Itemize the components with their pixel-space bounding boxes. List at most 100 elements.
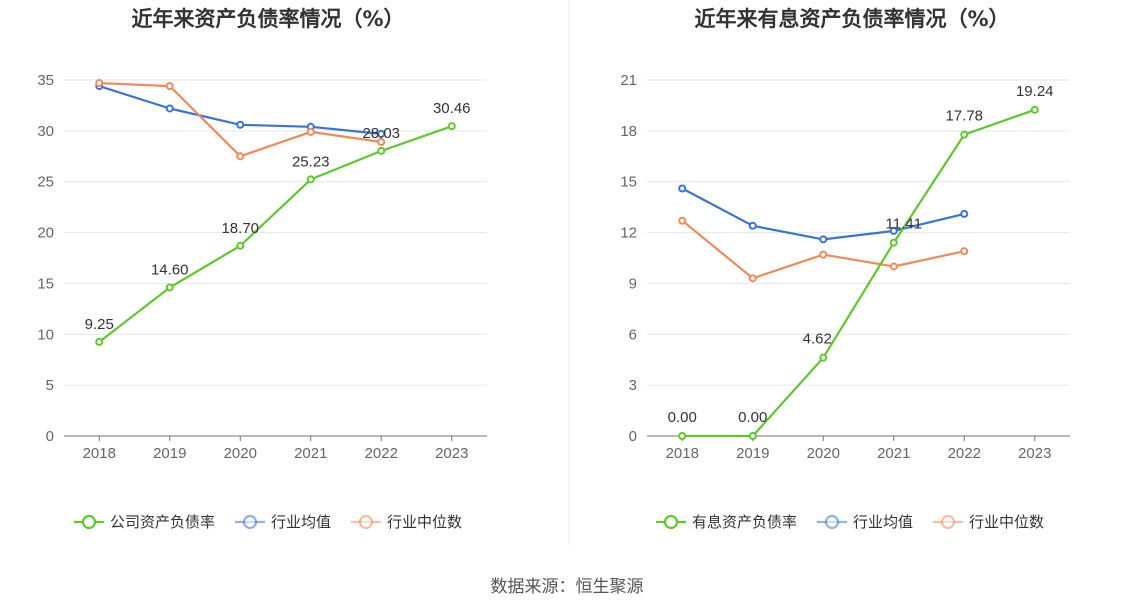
data-point	[889, 238, 898, 247]
x-tick-label: 2022	[365, 445, 398, 462]
data-point	[165, 283, 174, 292]
data-point	[236, 120, 245, 129]
data-label: 11.41	[886, 216, 922, 233]
data-label: 17.78	[945, 108, 983, 125]
data-point	[95, 79, 104, 88]
y-tick-label: 25	[37, 174, 54, 191]
y-tick-label: 6	[629, 326, 637, 343]
data-point	[748, 432, 757, 440]
series-line	[681, 219, 965, 280]
legend-label: 公司资产负债率	[110, 513, 215, 531]
legend-label: 行业中位数	[387, 513, 462, 531]
x-tick-label: 2019	[153, 445, 186, 462]
data-point	[960, 130, 969, 139]
data-point	[236, 241, 245, 250]
y-tick-label: 15	[37, 275, 54, 292]
y-tick-label: 0	[629, 428, 637, 445]
data-point	[819, 353, 828, 362]
y-tick-label: 20	[37, 225, 54, 242]
data-point	[748, 274, 757, 283]
data-label: 30.46	[433, 100, 471, 117]
x-tick-label: 2021	[294, 445, 327, 462]
legend-item[interactable]: 行业中位数	[933, 513, 1044, 531]
chart-interest-debt-ratio: 近年来有息资产负债率情况（%） 0 3 6 9 12 15 18 21 2018 2019 2020 2…	[620, 7, 1070, 531]
data-label: 14.60	[151, 261, 189, 278]
data-point	[306, 127, 315, 136]
y-tick-label: 5	[46, 377, 54, 394]
data-point	[748, 221, 757, 230]
data-point	[889, 226, 898, 235]
x-tick-label: 2019	[736, 445, 769, 462]
legend-circle-marker	[940, 514, 956, 530]
legend-label: 有息资产负债率	[692, 513, 797, 531]
legend-label: 行业中位数	[969, 513, 1044, 531]
data-point	[165, 104, 174, 113]
data-point	[678, 216, 687, 225]
data-label: 28.03	[362, 125, 400, 142]
y-tick-label: 21	[620, 72, 637, 89]
y-tick-label: 0	[46, 428, 54, 445]
legend-item[interactable]: 有息资产负债率	[656, 513, 797, 531]
data-label: 19.24	[1016, 83, 1054, 100]
data-point	[377, 146, 386, 155]
data-label: 0.00	[668, 409, 697, 426]
legend-label: 行业均值	[271, 513, 331, 531]
legend-item[interactable]: 行业均值	[235, 513, 331, 531]
data-point	[377, 129, 386, 138]
chart-debt-ratio: 近年来资产负债率情况（%） 0 5 10 15 20 25 30 35 2018 2019 2020 2…	[37, 7, 487, 531]
data-point	[306, 175, 315, 184]
data-label: 0.00	[738, 409, 767, 426]
data-label: 4.62	[803, 331, 832, 348]
data-point	[819, 250, 828, 259]
legend-item[interactable]: 公司资产负债率	[74, 513, 215, 531]
y-tick-label: 18	[620, 123, 637, 140]
data-point	[819, 235, 828, 244]
data-point	[95, 337, 104, 346]
data-point	[447, 122, 456, 131]
x-tick-label: 2018	[666, 445, 699, 462]
legend-circle-marker	[358, 514, 374, 530]
series-line	[681, 187, 965, 241]
x-tick-label: 2020	[224, 445, 257, 462]
data-point	[678, 432, 687, 440]
data-label: 9.25	[85, 316, 114, 333]
data-point	[236, 152, 245, 161]
x-tick-label: 2022	[948, 445, 981, 462]
y-tick-label: 10	[37, 326, 54, 343]
data-point	[377, 138, 386, 147]
series-line	[98, 125, 453, 343]
legend-item[interactable]: 行业均值	[817, 513, 913, 531]
y-tick-label: 15	[620, 174, 637, 191]
data-label: 25.23	[292, 153, 330, 170]
legend-circle-marker	[824, 514, 840, 530]
data-label: 18.70	[221, 220, 259, 237]
legend-label: 行业均值	[853, 513, 913, 531]
x-tick-label: 2018	[83, 445, 116, 462]
y-tick-label: 30	[37, 123, 54, 140]
legend-circle-marker	[242, 514, 258, 530]
chart-title: 近年来有息资产负债率情况（%）	[694, 7, 1009, 31]
data-source-label: 数据来源：恒生聚源	[491, 577, 644, 597]
legend-circle-marker	[663, 514, 679, 530]
x-tick-label: 2023	[435, 445, 468, 462]
x-tick-label: 2021	[877, 445, 910, 462]
x-tick-label: 2020	[807, 445, 840, 462]
data-point	[960, 209, 969, 218]
data-point	[889, 262, 898, 271]
series-line	[99, 82, 382, 158]
y-tick-label: 9	[629, 275, 637, 292]
data-point	[165, 82, 174, 91]
data-point	[678, 184, 687, 193]
y-tick-label: 35	[37, 72, 54, 89]
legend-circle-marker	[81, 514, 97, 530]
chart-title: 近年来资产负债率情况（%）	[131, 7, 404, 31]
y-tick-label: 12	[620, 225, 637, 242]
series-line	[682, 108, 1036, 438]
x-tick-label: 2023	[1018, 445, 1051, 462]
legend-item[interactable]: 行业中位数	[351, 513, 462, 531]
y-tick-label: 3	[629, 377, 637, 394]
data-point	[960, 247, 969, 256]
data-point	[1030, 105, 1039, 114]
